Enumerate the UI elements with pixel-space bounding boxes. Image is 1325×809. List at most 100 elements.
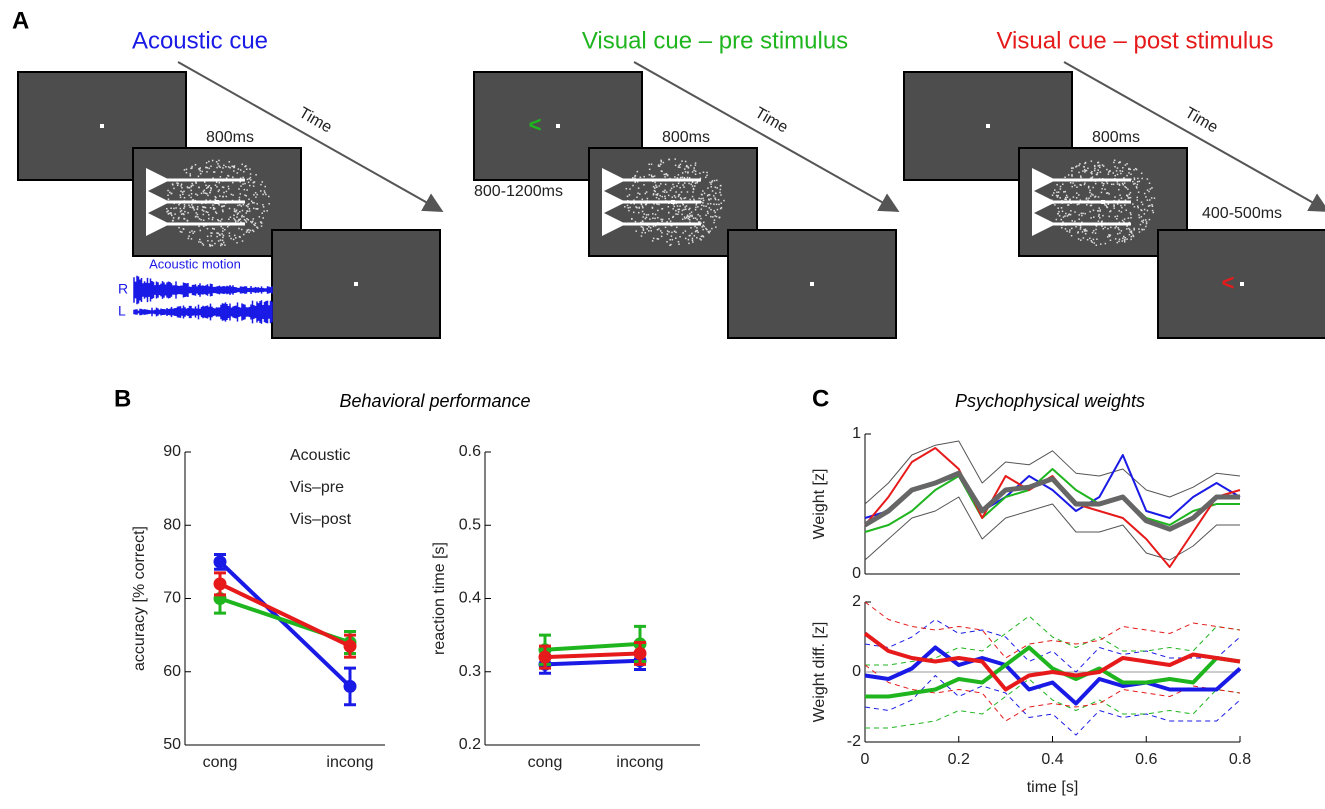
motion-dot	[221, 171, 223, 173]
motion-dot	[201, 171, 203, 173]
fixation-dot	[556, 124, 560, 128]
motion-dot	[1137, 197, 1139, 199]
motion-dot	[683, 186, 685, 188]
motion-dot	[223, 242, 225, 244]
motion-dot	[682, 232, 684, 234]
marker	[344, 640, 357, 653]
motion-dot	[235, 237, 237, 239]
series-line	[545, 653, 640, 657]
motion-dot	[685, 161, 687, 163]
motion-dot	[1064, 176, 1066, 178]
motion-dot	[1110, 227, 1112, 229]
motion-dot	[1141, 229, 1143, 231]
motion-dot	[648, 230, 650, 232]
motion-dot	[688, 239, 690, 241]
motion-dot	[176, 182, 178, 184]
motion-dot	[643, 228, 645, 230]
motion-dot	[1067, 197, 1069, 199]
motion-dot	[212, 160, 214, 162]
motion-dot	[1056, 195, 1058, 197]
fixation-dot	[1101, 200, 1105, 204]
motion-dot	[1101, 192, 1103, 194]
motion-dot	[192, 185, 194, 187]
y-tick-label: 0.5	[459, 516, 481, 533]
motion-dot	[216, 167, 218, 169]
motion-dot	[676, 227, 678, 229]
motion-dot	[191, 166, 193, 168]
motion-dot	[715, 226, 717, 228]
motion-dot	[695, 182, 697, 184]
motion-dot	[218, 191, 220, 193]
motion-dot	[684, 182, 686, 184]
motion-dot	[239, 236, 241, 238]
motion-dot	[228, 188, 230, 190]
y-axis-label: Weight [z]	[811, 469, 828, 540]
motion-dot	[211, 240, 213, 242]
motion-dot	[664, 190, 666, 192]
motion-dot	[697, 214, 699, 216]
motion-dot	[720, 202, 722, 204]
panel-label: B	[114, 385, 131, 412]
motion-dot	[206, 162, 208, 164]
motion-dot	[693, 167, 695, 169]
motion-dot	[1113, 184, 1115, 186]
motion-dot	[674, 176, 676, 178]
series-line	[865, 448, 1240, 567]
motion-dot	[254, 225, 256, 227]
motion-dot	[195, 181, 197, 183]
motion-dot	[226, 191, 228, 193]
y-tick-label: 80	[163, 516, 181, 533]
motion-dot	[1124, 239, 1126, 241]
motion-dot	[242, 240, 244, 242]
motion-dot	[713, 204, 715, 206]
motion-dot	[664, 191, 666, 193]
motion-dot	[1122, 167, 1124, 169]
motion-dot	[1084, 171, 1086, 173]
motion-dot	[662, 208, 664, 210]
motion-dot	[1115, 238, 1117, 240]
x-tick-label: cong	[203, 754, 238, 771]
motion-dot	[181, 210, 183, 212]
motion-dot	[233, 215, 235, 217]
motion-dot	[1063, 191, 1065, 193]
motion-dot	[190, 168, 192, 170]
motion-dot	[687, 172, 689, 174]
motion-dot	[255, 196, 256, 198]
motion-dot	[665, 184, 667, 186]
motion-dot	[246, 205, 248, 207]
motion-dot	[173, 188, 175, 190]
motion-dot	[658, 165, 660, 167]
motion-dot	[1143, 220, 1145, 222]
motion-dot	[660, 230, 662, 232]
motion-dot	[1075, 226, 1077, 228]
motion-dot	[666, 191, 668, 193]
motion-dot	[1141, 178, 1143, 180]
motion-dot	[670, 220, 672, 222]
motion-dot	[1097, 210, 1099, 212]
motion-dot	[720, 189, 722, 191]
motion-dot	[661, 236, 663, 238]
motion-dot	[189, 232, 191, 234]
marker	[344, 680, 357, 693]
motion-dot	[690, 165, 692, 167]
motion-dot	[1117, 183, 1119, 185]
motion-dot	[1130, 174, 1132, 176]
motion-dot	[244, 166, 246, 168]
motion-dot	[1072, 220, 1074, 222]
motion-dot	[643, 184, 645, 186]
motion-dot	[169, 192, 171, 194]
motion-dot	[687, 177, 689, 179]
motion-dot	[1097, 172, 1099, 174]
motion-dot	[207, 236, 209, 238]
motion-dot	[688, 218, 690, 220]
motion-dot	[1093, 230, 1095, 232]
motion-dot	[660, 160, 662, 162]
motion-dot	[710, 209, 712, 211]
motion-dot	[243, 204, 245, 206]
motion-dot	[1100, 171, 1102, 173]
motion-dot	[1137, 184, 1139, 186]
motion-dot	[1126, 175, 1128, 177]
motion-dot	[244, 189, 246, 191]
motion-dot	[1119, 239, 1121, 241]
motion-dot	[233, 170, 235, 172]
